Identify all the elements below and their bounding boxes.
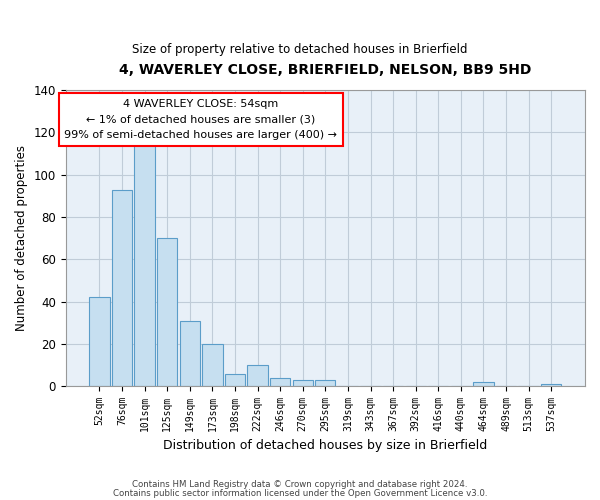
Text: Contains HM Land Registry data © Crown copyright and database right 2024.: Contains HM Land Registry data © Crown c… bbox=[132, 480, 468, 489]
X-axis label: Distribution of detached houses by size in Brierfield: Distribution of detached houses by size … bbox=[163, 440, 487, 452]
Bar bbox=[157, 238, 178, 386]
Y-axis label: Number of detached properties: Number of detached properties bbox=[15, 145, 28, 331]
Bar bbox=[541, 384, 562, 386]
Bar bbox=[202, 344, 223, 386]
Text: Size of property relative to detached houses in Brierfield: Size of property relative to detached ho… bbox=[132, 42, 468, 56]
Bar bbox=[270, 378, 290, 386]
Bar bbox=[134, 141, 155, 386]
Bar bbox=[225, 374, 245, 386]
Bar bbox=[247, 365, 268, 386]
Bar bbox=[89, 298, 110, 386]
Bar bbox=[112, 190, 132, 386]
Text: Contains public sector information licensed under the Open Government Licence v3: Contains public sector information licen… bbox=[113, 488, 487, 498]
Text: 4 WAVERLEY CLOSE: 54sqm
← 1% of detached houses are smaller (3)
99% of semi-deta: 4 WAVERLEY CLOSE: 54sqm ← 1% of detached… bbox=[64, 99, 337, 140]
Bar bbox=[473, 382, 494, 386]
Title: 4, WAVERLEY CLOSE, BRIERFIELD, NELSON, BB9 5HD: 4, WAVERLEY CLOSE, BRIERFIELD, NELSON, B… bbox=[119, 62, 532, 76]
Bar bbox=[315, 380, 335, 386]
Bar bbox=[179, 320, 200, 386]
Bar bbox=[293, 380, 313, 386]
